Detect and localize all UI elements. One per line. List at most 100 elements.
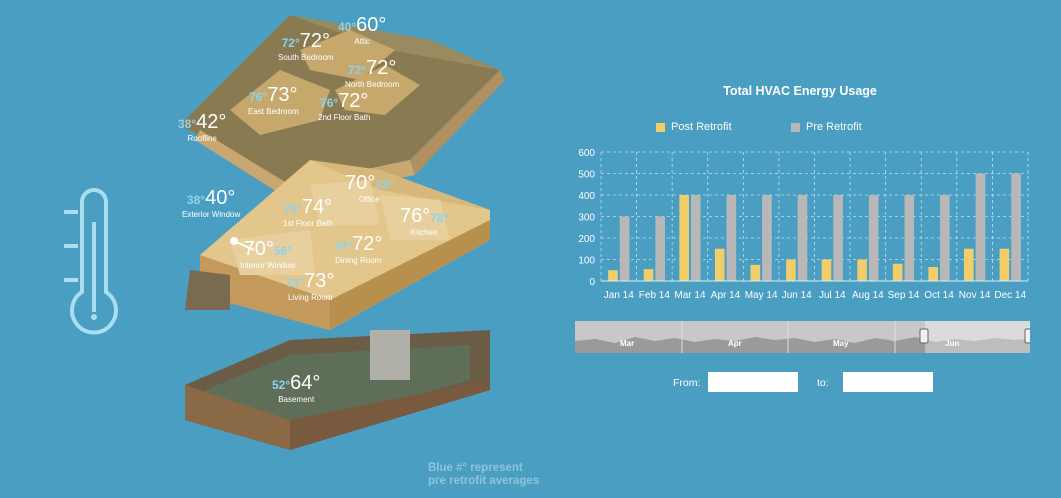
post-temp: 72° — [338, 90, 369, 112]
bar-pre-retrofit[interactable] — [655, 216, 665, 282]
room-label-north-bedroom[interactable]: 72°72° North Bedroom — [345, 57, 399, 89]
range-navigator[interactable]: Mar Apr May Jun — [575, 321, 1030, 353]
note-line-1: Blue #° represent — [428, 462, 523, 474]
pre-temp: 75° — [283, 202, 302, 216]
to-label: to: — [817, 377, 829, 389]
legend-pre-retrofit[interactable]: Pre Retrofit — [791, 121, 862, 133]
room-name: 2nd Floor Bath — [318, 113, 371, 122]
x-tick-label: Aug 14 — [852, 290, 884, 301]
post-temp: 42° — [196, 111, 227, 133]
note-line-2: pre retrofit averages — [428, 475, 540, 487]
post-temp: 70° — [345, 172, 376, 194]
bar-pre-retrofit[interactable] — [762, 195, 772, 281]
pre-temp: 52° — [272, 378, 291, 392]
room-name: Exterior Window — [182, 210, 241, 219]
navigator-label: Mar — [620, 339, 634, 348]
from-date-input[interactable] — [708, 372, 798, 392]
x-tick-label: Sep 14 — [888, 290, 920, 301]
room-name: Basement — [278, 395, 315, 404]
navigator-selection[interactable] — [925, 321, 1030, 353]
from-label: From: — [673, 377, 701, 389]
chart-title: Total HVAC Energy Usage — [723, 84, 877, 98]
post-temp: 60° — [356, 14, 387, 36]
to-date-input[interactable] — [843, 372, 933, 392]
x-tick-label: Oct 14 — [924, 290, 954, 301]
navigator-series — [575, 337, 1030, 353]
room-label-roofline[interactable]: 38°42° Roofline — [178, 111, 226, 143]
x-tick-label: Nov 14 — [959, 290, 991, 301]
legend-note: Blue #° represent pre retrofit averages — [428, 462, 539, 488]
bar-pre-retrofit[interactable] — [726, 195, 737, 281]
bar-pre-retrofit[interactable] — [690, 195, 701, 281]
bar-pre-retrofit[interactable] — [940, 195, 950, 281]
pre-temp: 71° — [286, 276, 305, 290]
room-label-second-floor-bath[interactable]: 76°72° 2nd Floor Bath — [318, 90, 370, 122]
bar-post-retrofit[interactable] — [964, 248, 974, 281]
pre-temp: 76° — [320, 96, 339, 110]
room-label-living-room[interactable]: 71°73° Living Room — [286, 270, 334, 302]
y-tick-label: 600 — [578, 148, 595, 159]
room-label-attic[interactable]: 40°60° Attic — [338, 14, 386, 46]
bar-post-retrofit[interactable] — [928, 267, 939, 281]
post-temp: 72° — [366, 57, 397, 79]
bar-pre-retrofit[interactable] — [975, 173, 986, 282]
post-temp: 73° — [304, 270, 335, 292]
room-label-dining-room[interactable]: 74°72° Dining Room — [334, 233, 382, 265]
bar-pre-retrofit[interactable] — [833, 195, 843, 281]
room-name: Roofline — [187, 134, 217, 143]
room-name: Interior Window — [240, 261, 296, 270]
legend-post-retrofit[interactable]: Post Retrofit — [656, 121, 732, 133]
room-label-office[interactable]: 70°73° Office — [345, 172, 393, 204]
room-label-south-bedroom[interactable]: 72°72° South Bedroom — [278, 30, 334, 62]
legend-label-pre: Pre Retrofit — [806, 121, 862, 133]
room-name: Kitchen — [410, 228, 438, 237]
y-tick-label: 100 — [578, 256, 595, 267]
post-temp: 72° — [352, 233, 383, 255]
bar-pre-retrofit[interactable] — [619, 216, 630, 282]
bar-post-retrofit[interactable] — [857, 259, 867, 282]
bar-pre-retrofit[interactable] — [904, 195, 915, 281]
bar-pre-retrofit[interactable] — [797, 195, 808, 281]
x-tick-label: Feb 14 — [639, 290, 671, 301]
bar-post-retrofit[interactable] — [714, 248, 725, 281]
bar-post-retrofit[interactable] — [643, 269, 654, 281]
bar-post-retrofit[interactable] — [786, 259, 796, 282]
pre-temp: 78° — [430, 211, 449, 225]
y-tick-label: 500 — [578, 170, 595, 181]
room-label-first-floor-bath[interactable]: 75°74° 1st Floor Bath — [283, 196, 333, 228]
navigator-label: Apr — [728, 339, 742, 348]
room-label-east-bedroom[interactable]: 76°73° East Bedroom — [248, 84, 299, 116]
room-name: Attic — [354, 37, 370, 46]
bar-post-retrofit[interactable] — [999, 248, 1010, 281]
navigator-handle-left[interactable] — [919, 328, 929, 344]
post-temp: 76° — [400, 205, 431, 227]
bar-post-retrofit[interactable] — [750, 264, 761, 281]
y-tick-label: 0 — [589, 277, 595, 288]
bar-post-retrofit[interactable] — [892, 263, 903, 281]
pre-temp: 40° — [338, 20, 357, 34]
room-name: Office — [358, 195, 380, 204]
pre-temp: 74° — [334, 239, 353, 253]
bar-post-retrofit[interactable] — [608, 270, 618, 281]
room-label-interior-window[interactable]: 70°56° Interior Window — [240, 238, 296, 270]
pre-temp: 56° — [273, 244, 292, 258]
bar-pre-retrofit[interactable] — [868, 195, 879, 281]
post-temp: 64° — [290, 372, 321, 394]
pre-temp: 38° — [186, 193, 206, 207]
x-tick-label: Jan 14 — [604, 290, 634, 301]
thermometer-icon — [64, 188, 118, 335]
room-name: Dining Room — [335, 256, 382, 265]
bar-chart: 0 100 200 300 400 500 600 Jan 14 Feb 14 Mar 14 Apr… — [578, 148, 1029, 301]
navigator-label: May — [833, 339, 849, 348]
room-name: South Bedroom — [278, 53, 334, 62]
navigator-handle-right[interactable] — [1024, 328, 1030, 344]
bar-post-retrofit[interactable] — [679, 195, 689, 281]
window-sensor-marker — [230, 237, 255, 251]
room-label-basement[interactable]: 52°64° Basement — [272, 372, 320, 404]
post-temp: 70° — [243, 238, 274, 260]
room-label-exterior-window[interactable]: 38°40° Exterior Window — [182, 187, 240, 219]
bar-post-retrofit[interactable] — [821, 259, 832, 282]
bar-pre-retrofit[interactable] — [1011, 173, 1021, 282]
room-label-kitchen[interactable]: 76°78° Kitchen — [400, 205, 448, 237]
post-temp: 74° — [301, 196, 333, 218]
